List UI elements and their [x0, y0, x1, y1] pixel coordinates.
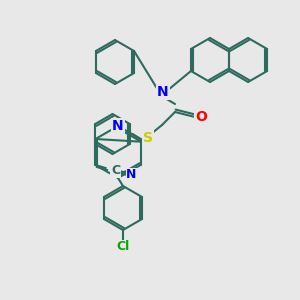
Text: O: O [195, 110, 207, 124]
Text: N: N [112, 119, 124, 133]
Text: S: S [143, 131, 153, 145]
Text: N: N [157, 85, 169, 99]
Text: C: C [111, 164, 120, 178]
Text: N: N [126, 169, 137, 182]
Text: Cl: Cl [116, 241, 130, 254]
